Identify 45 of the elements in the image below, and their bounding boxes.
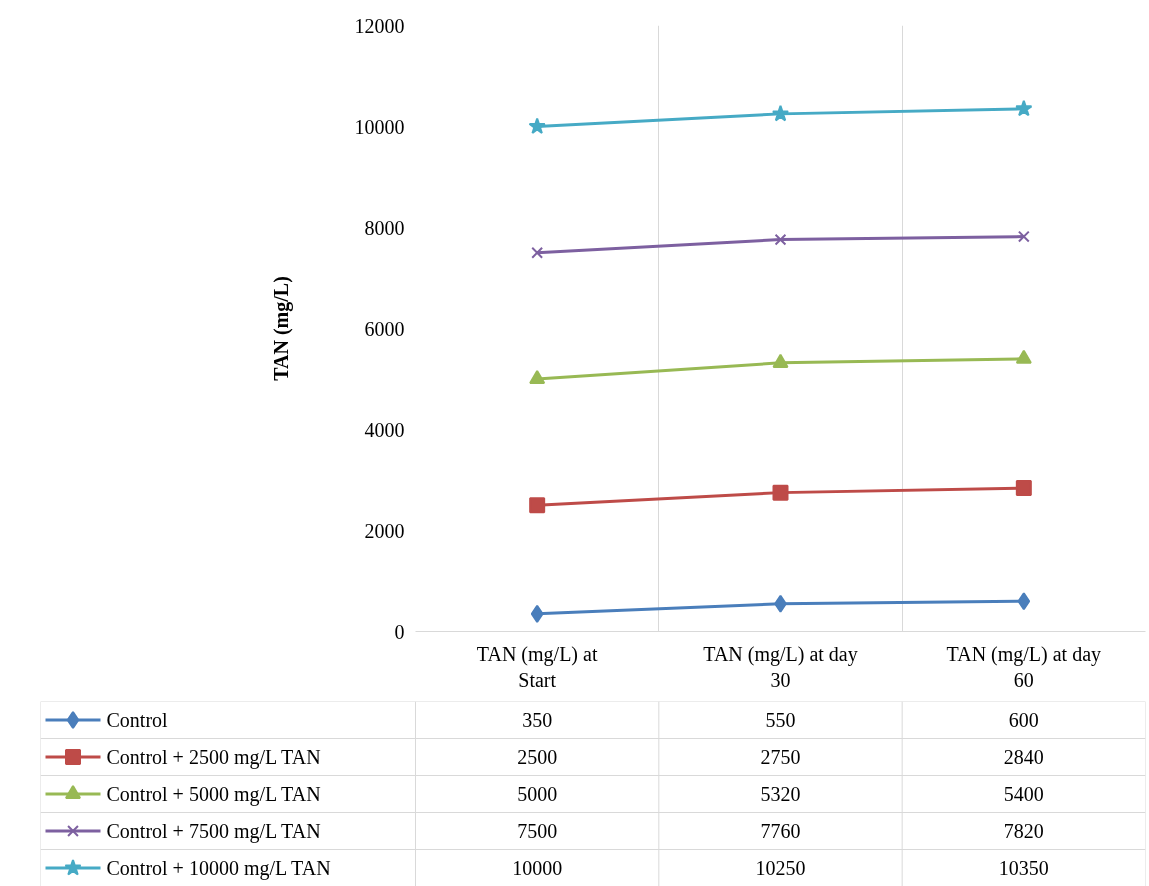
- data-label: 10000: [512, 857, 563, 879]
- y-tick-label: 10000: [354, 115, 405, 138]
- point: [772, 484, 789, 501]
- data-label: 550: [765, 709, 796, 731]
- legend-label: Control + 7500 mg/L TAN: [106, 820, 321, 843]
- y-tick-label: 2000: [364, 519, 405, 542]
- x-tick-label: TAN (mg/L) at day 30: [703, 642, 858, 691]
- y-tick-label: 4000: [364, 418, 405, 441]
- y-tick-label: 12000: [354, 14, 405, 37]
- data-label: 2840: [1003, 746, 1044, 768]
- point: [774, 233, 787, 246]
- y-tick-label: 0: [394, 620, 405, 643]
- data-label: 7820: [1003, 820, 1044, 842]
- point: [1015, 349, 1032, 364]
- legend-label: Control + 5000 mg/L TAN: [106, 783, 321, 806]
- x-tick-label: TAN (mg/L) at Start: [476, 642, 598, 691]
- data-label: 10350: [998, 857, 1049, 879]
- x-tick-label: TAN (mg/L) at day 60: [946, 642, 1102, 691]
- data-label: 5320: [760, 783, 801, 805]
- point: [772, 353, 789, 368]
- point: [771, 104, 790, 122]
- point: [531, 246, 544, 259]
- data-label: 5400: [1003, 783, 1044, 805]
- point: [1017, 592, 1031, 611]
- point: [1015, 99, 1033, 117]
- data-label: 600: [1008, 709, 1039, 731]
- legend-label: Control + 2500 mg/L TAN: [106, 746, 321, 769]
- data-label: 10250: [755, 857, 806, 879]
- data-label: 2500: [517, 746, 558, 768]
- data-label: 350: [522, 709, 553, 731]
- point: [1017, 230, 1030, 243]
- legend-label: Control + 10000 mg/L TAN: [106, 857, 331, 880]
- point: [1015, 480, 1032, 497]
- y-tick-label: 6000: [364, 317, 405, 340]
- legend-label: Control: [106, 709, 169, 731]
- point: [529, 497, 546, 514]
- point: [530, 604, 544, 623]
- y-axis-title: TAN (mg/L): [269, 276, 293, 381]
- point: [528, 117, 546, 134]
- y-tick-label: 8000: [364, 216, 405, 239]
- data-label: 7500: [517, 820, 558, 842]
- data-label: 7760: [760, 820, 801, 842]
- point: [529, 369, 546, 385]
- data-label: 5000: [517, 783, 558, 805]
- data-label: 2750: [760, 746, 801, 768]
